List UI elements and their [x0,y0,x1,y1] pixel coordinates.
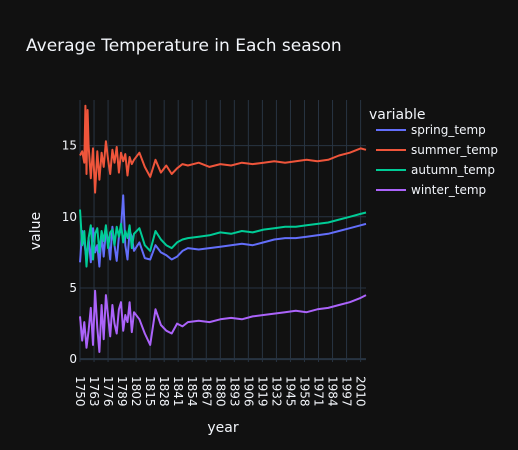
x-tick-label: 1945 [283,376,297,407]
x-axis-title: year [207,420,238,436]
legend-title: variable [369,107,425,123]
x-tick-label: 1763 [87,376,101,407]
y-tick-label: 10 [62,210,77,224]
x-tick-label: 1802 [129,376,143,407]
x-tick-label: 1971 [312,376,326,407]
series-line-spring-temp[interactable] [79,194,367,268]
x-tick-label: 1984 [326,376,340,407]
x-tick-label: 1906 [241,376,255,407]
series-line-winter-temp[interactable] [79,289,367,353]
x-tick-label: 1958 [297,376,311,407]
x-tick-label: 1841 [171,376,185,407]
chart-title: Average Temperature in Each season [26,36,342,56]
series-lines [79,104,367,353]
legend-label[interactable]: summer_temp [411,143,498,157]
legend-label[interactable]: winter_temp [411,183,486,197]
x-tick-label: 1932 [269,376,283,407]
grid-lines [79,100,366,362]
x-tick-label: 2010 [354,376,368,407]
x-tick-label: 1750 [73,376,87,407]
x-tick-label: 1919 [255,376,269,407]
y-tick-label: 5 [69,281,77,295]
legend-label[interactable]: spring_temp [411,123,486,137]
x-tick-label: 1776 [101,376,115,407]
y-axis-title: value [28,212,44,250]
x-tick-label: 1867 [199,376,213,407]
y-tick-label: 0 [69,352,77,366]
x-tick-label: 1789 [115,376,129,407]
x-axis-ticks: 1750 1763 1776 1789 1802 1815 1828 1841 1854 1867… [73,376,368,407]
legend: variable spring_temp summer_temp autumn_te… [369,107,498,197]
y-axis-ticks: 0 5 10 15 [62,139,77,367]
x-tick-label: 1997 [340,376,354,407]
x-tick-label: 1893 [227,376,241,407]
series-line-autumn-temp[interactable] [79,209,367,268]
x-tick-label: 1854 [185,376,199,407]
x-tick-label: 1828 [157,376,171,407]
legend-label[interactable]: autumn_temp [411,163,495,177]
series-line-summer-temp[interactable] [79,104,367,194]
x-tick-label: 1880 [213,376,227,407]
x-tick-label: 1815 [143,376,157,407]
y-tick-label: 15 [62,139,77,153]
